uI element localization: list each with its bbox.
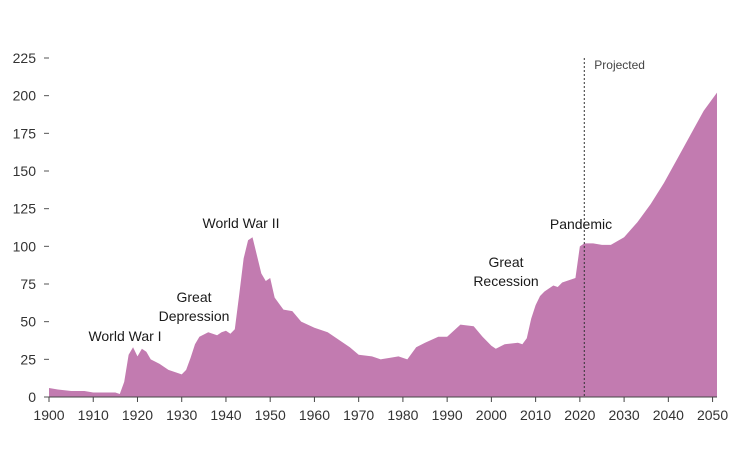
y-tick-label: 125 <box>13 201 37 217</box>
debt-area-series <box>49 92 717 398</box>
area-layer <box>49 92 717 398</box>
y-tick-label: 25 <box>20 351 36 367</box>
x-tick-label: 1960 <box>299 407 330 423</box>
y-tick-label: 200 <box>13 88 37 104</box>
x-tick-label: 2030 <box>609 407 640 423</box>
annotation-great-depression-line: Great <box>176 289 211 305</box>
x-tick-label: 2000 <box>476 407 507 423</box>
annotation-world-war-1-line: World War I <box>88 328 161 344</box>
y-tick-label: 50 <box>20 314 36 330</box>
y-axis-ticks: 0 25 50 75 100 125 150 175 200 225 <box>13 50 49 405</box>
x-tick-label: 2010 <box>520 407 551 423</box>
annotation-great-recession-line: Great <box>488 254 523 270</box>
annotations-layer: World War I Great Depression World War II Gr… <box>88 215 612 344</box>
x-tick-label: 1930 <box>166 407 197 423</box>
x-tick-label: 1990 <box>432 407 463 423</box>
x-tick-label: 2050 <box>697 407 728 423</box>
x-tick-label: 1900 <box>33 407 64 423</box>
y-tick-label: 0 <box>28 389 36 405</box>
x-tick-label: 1940 <box>210 407 241 423</box>
x-tick-label: 2020 <box>564 407 595 423</box>
y-tick-label: 175 <box>13 125 37 141</box>
annotation-world-war-2-line: World War II <box>202 215 279 231</box>
x-axis-ticks: 1900 1910 1920 1930 1940 1950 1960 1970 1980 1990… <box>33 397 728 423</box>
x-tick-label: 1910 <box>78 407 109 423</box>
x-tick-label: 1920 <box>122 407 153 423</box>
x-tick-label: 1950 <box>255 407 286 423</box>
annotation-pandemic-line: Pandemic <box>550 216 612 232</box>
y-tick-label: 100 <box>13 238 37 254</box>
projection-layer: Projected <box>583 58 645 397</box>
x-tick-label: 2040 <box>653 407 684 423</box>
x-tick-label: 1970 <box>343 407 374 423</box>
projection-label: Projected <box>594 58 645 72</box>
y-tick-label: 150 <box>13 163 37 179</box>
y-tick-label: 75 <box>20 276 36 292</box>
annotation-great-recession-line: Recession <box>473 273 538 289</box>
annotation-great-depression-line: Depression <box>159 308 230 324</box>
x-tick-label: 1980 <box>387 407 418 423</box>
y-tick-label: 225 <box>13 50 37 66</box>
